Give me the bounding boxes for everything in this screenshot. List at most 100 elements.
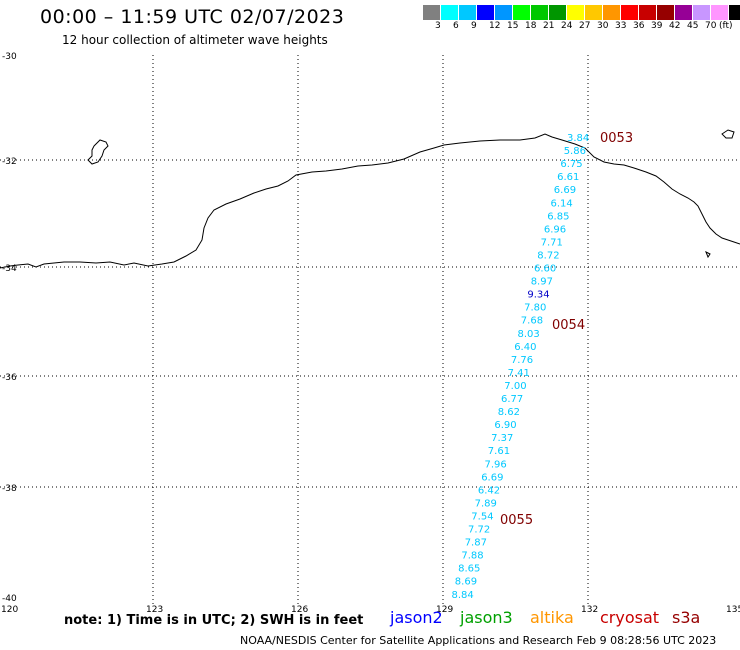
legend-label: 3 [435, 21, 441, 31]
page-subtitle: 12 hour collection of altimeter wave hei… [62, 33, 328, 47]
legend-swatch [531, 5, 549, 20]
satellite-s3a: s3a [672, 608, 701, 627]
wave-height-label: 7.72 [468, 525, 490, 536]
legend-label: 18 [525, 21, 537, 31]
legend-swatch [549, 5, 567, 20]
wave-height-label: 6.90 [494, 420, 516, 431]
wave-height-label: 7.89 [475, 498, 497, 509]
legend-swatch [513, 5, 531, 20]
color-legend-labels: 3 6 9 12 15 18 21 24 27 30 33 36 39 42 45 70 (ft) [423, 21, 740, 35]
page-title: 00:00 – 11:59 UTC 02/07/2023 [40, 6, 345, 28]
legend-swatch [657, 5, 675, 20]
legend-label: 70 [705, 21, 717, 31]
pass-time-label: 0054 [552, 318, 585, 333]
wave-height-label: 6.61 [557, 172, 579, 183]
map-grid [0, 55, 740, 605]
legend-swatch [423, 5, 441, 20]
legend-swatch [711, 5, 729, 20]
wave-height-label: 8.69 [455, 577, 477, 588]
legend-swatch [621, 5, 639, 20]
legend-label: 33 [615, 21, 627, 31]
legend-swatch [459, 5, 477, 20]
legend-swatch [567, 5, 585, 20]
wave-height-label: 7.68 [521, 316, 543, 327]
wave-height-label: 8.97 [531, 277, 553, 288]
wave-height-label: 6.77 [501, 394, 523, 405]
legend-label: 36 [633, 21, 645, 31]
coastline [0, 133, 740, 269]
wave-height-label: 3.84 [567, 133, 589, 144]
legend-label: 42 [669, 21, 681, 31]
wave-height-label: 7.80 [524, 303, 546, 314]
legend-swatch [585, 5, 603, 20]
lon-tick-label: 129 [436, 605, 453, 615]
lon-tick-label: 120 [1, 605, 18, 615]
wave-height-label: 8.84 [452, 590, 474, 601]
lat-tick-label: -38 [2, 484, 17, 494]
wave-height-label: 6.14 [551, 198, 573, 209]
legend-label: 24 [561, 21, 573, 31]
wave-height-label: 8.03 [518, 329, 540, 340]
wave-height-label: 7.96 [485, 459, 507, 470]
pass-times: 0053 0054 0055 [500, 131, 633, 528]
wave-height-label: 6.69 [481, 472, 503, 483]
legend-label: 21 [543, 21, 555, 31]
lon-tick-label: 132 [581, 605, 598, 615]
wave-height-label: 7.87 [465, 538, 487, 549]
lon-tick-label: 135 [726, 605, 740, 615]
wave-height-label: 6.96 [544, 224, 566, 235]
pass-time-label: 0055 [500, 513, 533, 528]
satellite-jason3: jason3 [460, 608, 513, 627]
color-legend [423, 5, 740, 20]
wave-height-label: 6.69 [554, 185, 576, 196]
legend-label: 15 [507, 21, 519, 31]
wave-height-label: 7.00 [504, 381, 526, 392]
wave-height-label: 8.72 [537, 250, 559, 261]
legend-label: 27 [579, 21, 591, 31]
footer-credit: NOAA/NESDIS Center for Satellite Applica… [240, 634, 717, 647]
lat-tick-label: -34 [2, 264, 17, 274]
legend-swatch [603, 5, 621, 20]
legend-swatch [441, 5, 459, 20]
legend-swatch [693, 5, 711, 20]
legend-swatch [477, 5, 495, 20]
wave-height-label: 6.40 [514, 342, 536, 353]
lon-tick-label: 123 [146, 605, 163, 615]
legend-label: 6 [453, 21, 459, 31]
legend-swatch [729, 5, 740, 20]
wave-height-track: 3.84 5.86 6.75 6.61 6.69 6.14 6.85 6.96 7.71 8.72… [452, 133, 590, 601]
legend-label: 30 [597, 21, 609, 31]
legend-swatch [495, 5, 513, 20]
wave-height-label: 7.71 [541, 237, 563, 248]
legend-swatch [639, 5, 657, 20]
wave-height-label: 5.86 [564, 146, 586, 157]
satellite-altika: altika [530, 608, 574, 627]
wave-height-label: 7.76 [511, 355, 533, 366]
lat-tick-label: -32 [2, 157, 17, 167]
wave-height-label: 7.54 [471, 512, 493, 523]
legend-label: 45 [687, 21, 699, 31]
wave-height-label: 6.60 [534, 264, 556, 275]
note-text: note: 1) Time is in UTC; 2) SWH is in fe… [64, 613, 364, 628]
lat-tick-label: -40 [2, 594, 17, 604]
legend-label: 39 [651, 21, 663, 31]
wave-height-label: 9.34 [527, 290, 549, 301]
wave-height-label: 6.85 [547, 211, 569, 222]
legend-label: (ft) [719, 21, 733, 31]
lat-tick-label: -36 [2, 373, 17, 383]
satellite-jason2: jason2 [390, 608, 443, 627]
wave-height-label: 7.41 [508, 368, 530, 379]
island [705, 250, 711, 259]
wave-height-label: 8.65 [458, 564, 480, 575]
satellite-cryosat: cryosat [600, 608, 660, 627]
wave-height-label: 7.61 [488, 446, 510, 457]
wave-height-label: 7.37 [491, 433, 513, 444]
wave-height-label: 7.88 [461, 551, 483, 562]
lon-tick-label: 126 [291, 605, 308, 615]
wave-height-label: 6.75 [560, 159, 582, 170]
island [87, 139, 109, 165]
legend-label: 9 [471, 21, 477, 31]
wave-height-label: 8.62 [498, 407, 520, 418]
